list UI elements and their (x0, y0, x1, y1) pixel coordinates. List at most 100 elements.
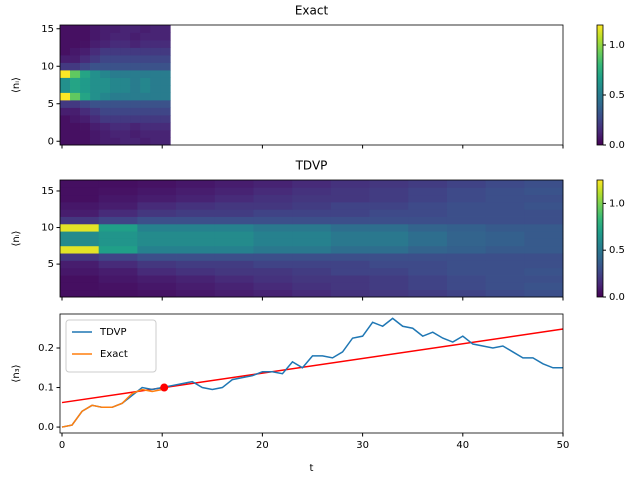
heatmap-cell (120, 130, 131, 138)
heatmap-cell (130, 47, 141, 56)
heatmap-cell (330, 201, 370, 210)
heatmap-cell (98, 275, 138, 283)
heatmap-cell (524, 245, 564, 254)
heatmap-cell (176, 253, 216, 261)
heatmap-cell (110, 47, 121, 56)
heatmap-cell (60, 77, 71, 86)
heatmap-cell (176, 267, 216, 276)
heatmap-cell (330, 231, 370, 239)
heatmap-cell (70, 47, 81, 56)
heatmap-cell (140, 107, 151, 116)
heatmap-cell (485, 209, 525, 217)
heatmap-cell (446, 282, 487, 291)
heatmap-cell (60, 223, 100, 232)
heatmap-cell (485, 223, 525, 232)
heatmap-cell (60, 40, 71, 48)
series-line (61, 317, 563, 428)
heatmap-cell (176, 245, 216, 254)
heatmap-cell (253, 231, 293, 239)
heatmap-cell (214, 209, 254, 217)
heatmap-cell (98, 289, 138, 298)
heatmap-cell (98, 253, 138, 261)
heatmap-cell (330, 238, 370, 247)
heatmap-cell (369, 201, 409, 210)
heatmap-cell (98, 267, 138, 276)
heatmap-cell (80, 92, 91, 101)
heatmap-cell (292, 260, 332, 269)
heatmap-cell (110, 25, 121, 33)
heatmap-cell (253, 223, 293, 232)
heatmap-cell (253, 289, 293, 298)
y-tick-label: 0 (48, 136, 54, 147)
heatmap-cell (120, 62, 131, 71)
heatmap-cell (120, 92, 131, 101)
heatmap-cell (160, 47, 171, 56)
x-tick-label: 0 (59, 440, 65, 451)
heatmap-cell (100, 32, 111, 41)
heatmap-cell (80, 25, 91, 33)
heatmap-cell (176, 275, 216, 283)
heatmap-cell (292, 245, 332, 254)
heatmap-cell (292, 209, 332, 217)
heatmap-cell (524, 275, 564, 283)
heatmap-cell (446, 223, 487, 232)
heatmap-cell (90, 40, 101, 48)
heatmap-cell (90, 47, 101, 56)
heatmap-cell (90, 55, 101, 63)
panel-title: Exact (295, 4, 329, 18)
heatmap-cell (137, 209, 177, 217)
heatmap-cell (137, 216, 177, 225)
heatmap-cell (408, 282, 448, 291)
heatmap-cell (130, 40, 141, 48)
heatmap-cell (330, 282, 370, 291)
heatmap-cell (130, 55, 141, 63)
heatmap-cell (80, 32, 91, 41)
heatmap-cell (120, 47, 131, 56)
heatmap-cell (214, 194, 254, 203)
heatmap-cell (70, 85, 81, 93)
heatmap-cell (140, 47, 151, 56)
heatmap-cell (130, 122, 141, 131)
heatmap-cell (160, 25, 171, 33)
heatmap-cell (524, 260, 564, 269)
heatmap-cell (292, 187, 332, 196)
heatmap-cell (120, 25, 131, 33)
heatmap-cell (330, 180, 370, 188)
heatmap-cell (80, 85, 91, 93)
heatmap-cell (446, 201, 487, 210)
heatmap-cell (60, 137, 71, 146)
heatmap-cell (60, 85, 71, 93)
heatmap-cell (80, 70, 91, 78)
heatmap-cell (485, 245, 525, 254)
heatmap-cell (120, 122, 131, 131)
heatmap-cell (100, 107, 111, 116)
heatmap-cell (80, 55, 91, 63)
heatmap-cell (176, 209, 216, 217)
heatmap-cell (100, 25, 111, 33)
heatmap-cell (137, 223, 177, 232)
heatmap-cell (446, 187, 487, 196)
heatmap-cell (292, 223, 332, 232)
heatmap-cell (253, 201, 293, 210)
heatmap-cell (485, 253, 525, 261)
heatmap-cell (292, 253, 332, 261)
heatmap-cell (90, 62, 101, 71)
heatmap-cell (214, 282, 254, 291)
heatmap-cell (60, 260, 100, 269)
heatmap-cell (90, 107, 101, 116)
heatmap-cell (330, 245, 370, 254)
heatmap-cell (446, 289, 487, 298)
heatmap-cell (98, 282, 138, 291)
heatmap-cell (130, 77, 141, 86)
heatmap-cell (292, 289, 332, 298)
heatmap-cell (160, 122, 171, 131)
heatmap-cell (485, 231, 525, 239)
colorbar-tick-label: 1.0 (609, 40, 625, 51)
heatmap-cell (70, 122, 81, 131)
heatmap-cell (330, 223, 370, 232)
axes-frame (59, 24, 564, 146)
heatmap-cell (120, 115, 131, 123)
heatmap-cell (60, 55, 71, 63)
heatmap-cell (292, 238, 332, 247)
heatmap-cell (90, 122, 101, 131)
